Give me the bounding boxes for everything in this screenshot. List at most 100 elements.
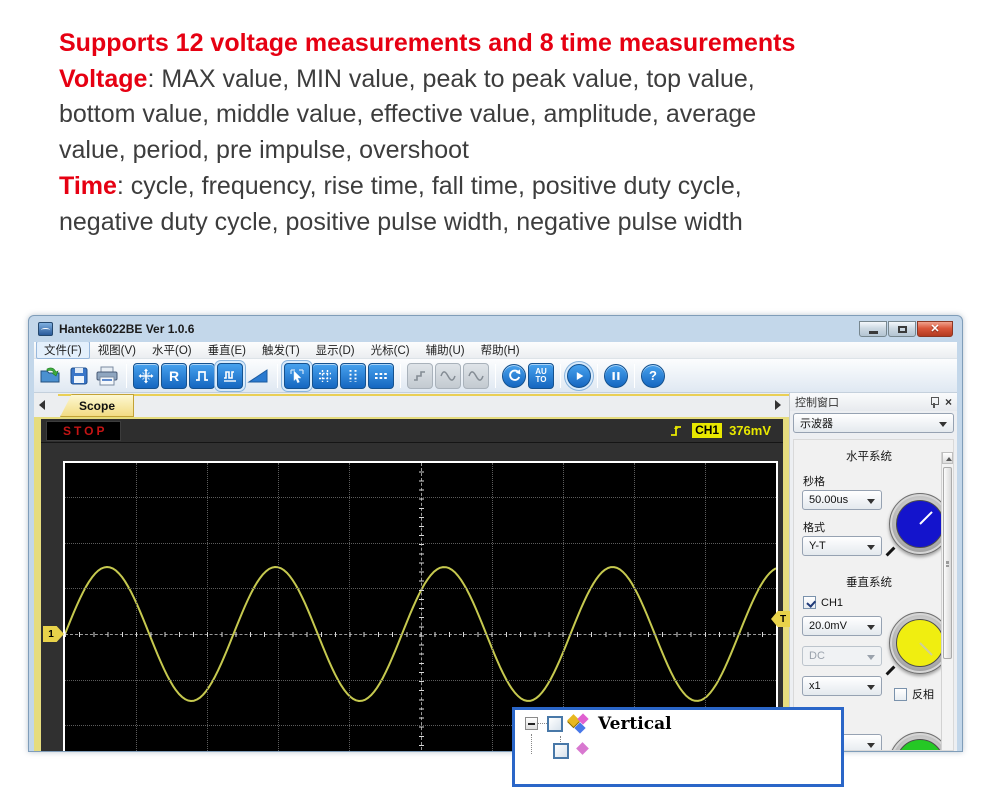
tab-scroll-right-icon[interactable] [775,400,781,410]
menu-trigger[interactable]: 触发(T) [261,345,300,357]
step-wave-button[interactable] [407,362,433,389]
close-button[interactable]: ✕ [917,321,953,337]
print-button[interactable] [94,363,120,389]
refresh-button[interactable] [502,363,526,388]
invert-checkbox[interactable] [894,687,907,701]
trigger-readout: CH1 376mV [669,423,771,439]
menu-help[interactable]: 帮助(H) [480,345,520,357]
menu-view[interactable]: 视图(V) [97,345,137,357]
refresh-icon [508,369,520,381]
menu-display[interactable]: 显示(D) [315,345,355,357]
collapse-icon[interactable] [525,717,538,730]
pause-button[interactable] [604,363,628,388]
device-select[interactable]: 示波器 [793,413,954,433]
time-label: Time [59,171,117,200]
auto-set-button[interactable]: AU TO [528,362,554,389]
tree-item-checkbox[interactable] [553,742,569,759]
cross-arrows-icon [138,368,154,383]
trigger-marker[interactable]: T [771,611,790,627]
invert-row[interactable]: 反相 [894,686,934,702]
record-button[interactable]: R [161,362,187,389]
menu-cursor[interactable]: 光标(C) [370,345,410,357]
invert-label: 反相 [912,689,934,701]
window-title: Hantek6022BE Ver 1.0.6 [59,322,195,336]
ramp-button[interactable] [245,363,271,389]
toolbar: R [34,359,957,393]
menu-file[interactable]: 文件(F) [36,342,90,359]
volts-div-select[interactable]: 20.0mV [802,616,882,636]
pulse-wave-button[interactable] [217,362,243,389]
knob-cap [896,739,944,750]
grid-icon [319,369,331,382]
ch1-enable-row[interactable]: CH1 [803,596,843,609]
app-icon [38,322,53,336]
panel-header: 控制窗口 × [790,393,957,411]
menu-horizontal[interactable]: 水平(O) [152,345,192,357]
channel1-marker[interactable]: 1 [43,626,64,642]
intro-line-2: Voltage: MAX value, MIN value, peak to p… [59,62,959,98]
square-wave-button[interactable] [189,362,215,389]
pulse-wave-icon [224,370,236,382]
tree-item-vertical[interactable]: Vertical [515,710,841,754]
toolbar-separator [400,363,401,388]
page: { "intro": { "line1": "Supports 12 volta… [0,0,1000,752]
tree-item-partial[interactable] [515,737,841,764]
gridline [207,463,209,751]
coupling-value: DC [809,650,825,662]
start-button[interactable] [567,363,591,388]
play-icon [576,371,584,380]
horizontal-cursors-button[interactable] [368,362,394,389]
pin-icon[interactable] [930,396,939,408]
timebase-value: 50.00us [809,494,849,506]
chevron-down-icon [867,499,875,504]
record-r-icon: R [168,367,180,384]
voltage-rest: : MAX value, MIN value, peak to peak val… [147,64,755,93]
vertical-knob[interactable] [889,612,951,674]
vertical-checkbox[interactable] [547,715,563,732]
time-rest: : cycle, frequency, rise time, fall time… [116,171,742,200]
coupling-select[interactable]: DC [802,646,882,666]
probe-value: x1 [809,680,821,692]
sine-wave-button[interactable] [435,362,461,389]
tab-scroll-left-icon[interactable] [39,400,45,410]
scope-pane: Scope STOP CH1 376mV [34,393,790,751]
panel-body: 水平系统 秒格 50.00us 格式 Y-T 垂直系统 [793,439,954,751]
menu-utility[interactable]: 辅助(U) [425,345,465,357]
scroll-up-icon[interactable] [942,452,953,464]
horizontal-knob[interactable] [889,493,951,555]
intro-line-6: negative duty cycle, positive pulse widt… [59,207,743,236]
intro-line-3: bottom value, middle value, effective va… [59,100,757,129]
open-file-button[interactable] [38,363,64,389]
save-button[interactable] [66,363,92,389]
grid-display-button[interactable] [312,362,338,389]
help-button[interactable]: ? [641,363,665,388]
chevron-down-icon [867,545,875,550]
sine-wave-2-button[interactable] [463,362,489,389]
panel-close-icon[interactable]: × [944,395,952,409]
cursor-select-button[interactable] [284,362,310,389]
format-value: Y-T [809,540,826,552]
self-calibration-button[interactable] [133,362,159,389]
maximize-button[interactable] [888,321,916,337]
toolbar-separator [560,363,561,388]
probe-select[interactable]: x1 [802,676,882,696]
axis-ticks [418,463,424,751]
horizontal-cursors-icon [375,372,387,379]
chevron-down-icon [867,743,875,748]
scope-grid[interactable]: 1 T [43,461,790,751]
tab-scope[interactable]: Scope [60,394,134,417]
menu-vertical[interactable]: 垂直(E) [207,345,246,357]
scrollbar-thumb[interactable] [943,467,952,659]
sine-wave-icon [440,370,456,381]
vertical-cursors-button[interactable] [340,362,366,389]
maximize-icon [897,325,907,333]
title-bar[interactable]: Hantek6022BE Ver 1.0.6 ✕ [29,316,962,342]
scope-area: STOP CH1 376mV [34,417,790,751]
window-client: 文件(F) 视图(V) 水平(O) 垂直(E) 触发(T) 显示(D) 光标(C… [34,342,957,751]
format-select[interactable]: Y-T [802,536,882,556]
sine-wave-icon [468,370,484,381]
timebase-select[interactable]: 50.00us [802,490,882,510]
ch1-checkbox[interactable] [803,596,816,609]
minimize-button[interactable] [859,321,887,337]
panel-scrollbar[interactable] [941,452,953,750]
